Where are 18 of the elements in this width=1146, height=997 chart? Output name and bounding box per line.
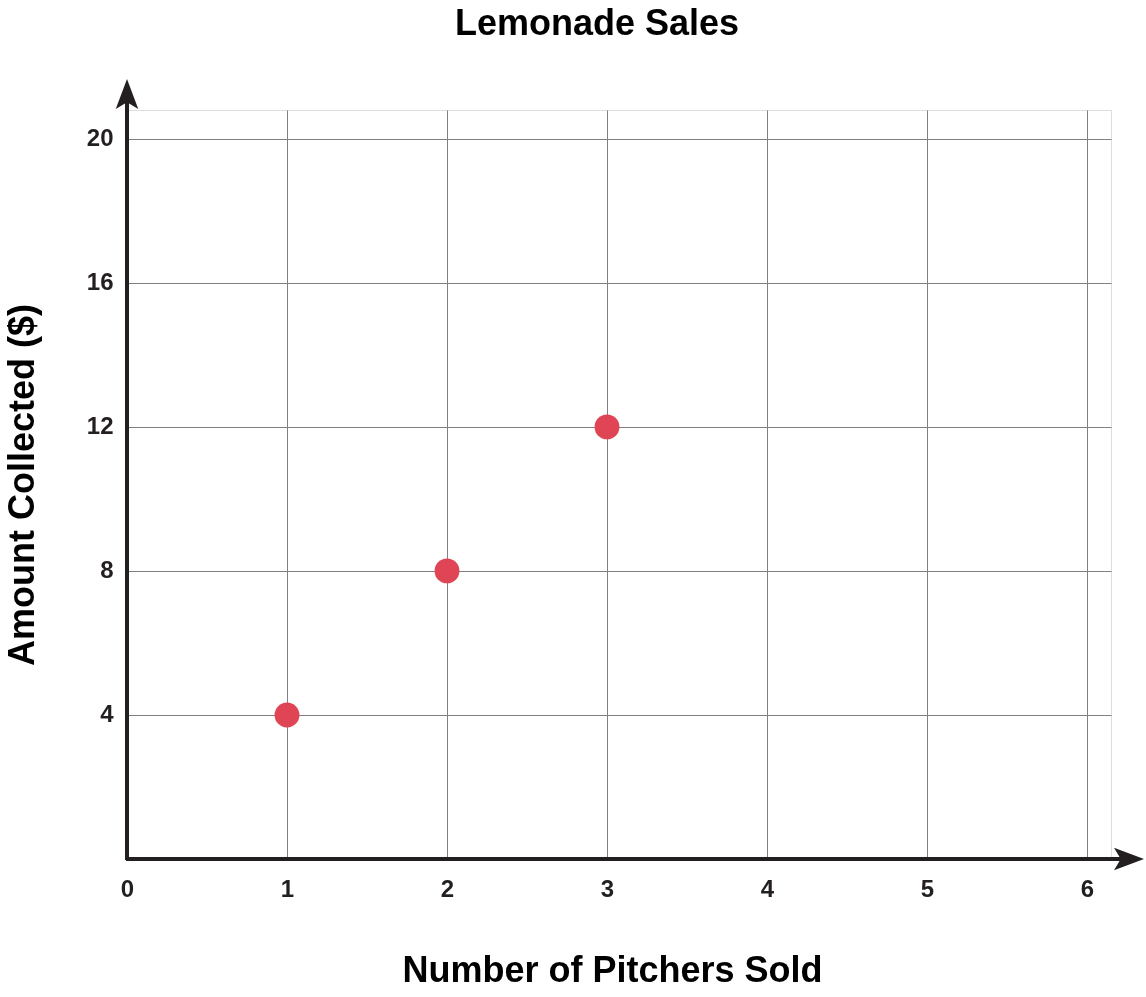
x-axis-title: Number of Pitchers Sold — [402, 948, 823, 990]
chart-title: Lemonade Sales — [454, 2, 740, 43]
x-tick-label: 1 — [280, 874, 295, 902]
y-tick-label: 20 — [86, 124, 114, 152]
y-tick-label: 16 — [86, 268, 114, 296]
x-tick-label: 4 — [760, 874, 775, 902]
x-tick-label: 2 — [440, 874, 455, 902]
y-tick-label: 12 — [86, 412, 114, 440]
y-axis-title: Amount Collected ($) — [0, 303, 42, 667]
y-tick-label: 4 — [100, 700, 115, 728]
point — [594, 414, 620, 440]
point — [434, 558, 460, 584]
x-tick-label: 0 — [120, 874, 135, 902]
x-tick-label: 6 — [1080, 874, 1095, 902]
x-tick-label: 5 — [920, 874, 935, 902]
point — [274, 702, 300, 728]
x-tick-label: 3 — [600, 874, 615, 902]
y-tick-label: 8 — [100, 556, 114, 584]
